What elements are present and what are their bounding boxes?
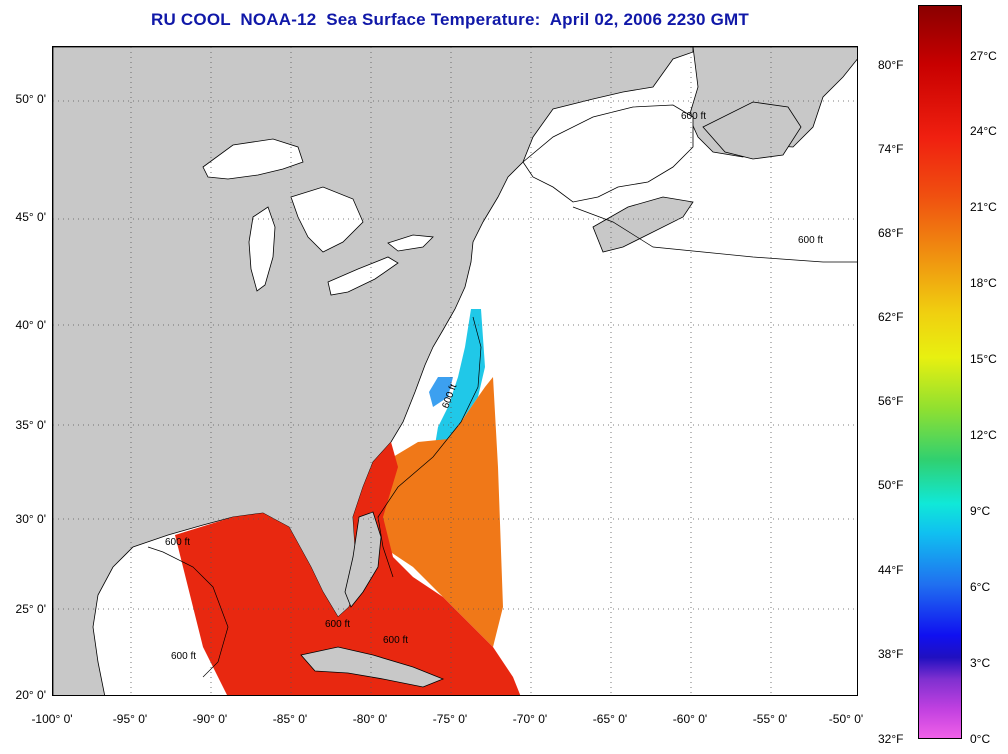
longitude-label: -75° 0' — [432, 712, 468, 726]
colorbar-fahrenheit-label: 68°F — [878, 226, 904, 240]
land-mass — [702, 101, 802, 160]
florida — [344, 511, 382, 608]
latitude-label: 35° 0' — [15, 418, 46, 432]
gulf-st-lawrence — [522, 104, 694, 203]
longitude-label: -85° 0' — [272, 712, 308, 726]
longitude-label: -65° 0' — [592, 712, 628, 726]
contour-label: 600 ft — [171, 651, 196, 662]
latitude-label: 45° 0' — [15, 210, 46, 224]
temperature-colorbar — [918, 5, 962, 739]
latitude-label: 40° 0' — [15, 318, 46, 332]
cuba — [300, 646, 445, 688]
contour-line — [147, 546, 229, 678]
colorbar-fahrenheit-label: 38°F — [878, 647, 904, 661]
colorbar-celsius-label: 21°C — [970, 200, 997, 214]
colorbar-celsius-label: 15°C — [970, 352, 997, 366]
contour-line — [572, 206, 857, 263]
sst-cool-water — [429, 377, 453, 407]
longitude-label: -95° 0' — [112, 712, 148, 726]
sst-map-canvas: 600 ft 600 ft 600 ft 600 ft 600 ft 600 f… — [53, 47, 857, 695]
contour-line — [377, 316, 482, 578]
colorbar-fahrenheit-label: 32°F — [878, 732, 904, 746]
sst-orange-water — [373, 377, 503, 647]
lake-erie — [327, 256, 399, 296]
map-title: RU COOL NOAA-12 Sea Surface Temperature:… — [151, 10, 749, 29]
colorbar-celsius-label: 6°C — [970, 580, 991, 594]
contour-label: 600 ft — [325, 619, 350, 630]
colorbar-celsius-label: 27°C — [970, 49, 997, 63]
contour-label: 600 ft — [383, 635, 408, 646]
longitude-label: -70° 0' — [512, 712, 548, 726]
colorbar-fahrenheit-label: 80°F — [878, 58, 904, 72]
colorbar-celsius-label: 12°C — [970, 428, 997, 442]
longitude-label: -50° 0' — [828, 712, 864, 726]
land-mass — [592, 196, 694, 253]
grid-lines — [53, 47, 857, 695]
colorbar-fahrenheit-label: 74°F — [878, 142, 904, 156]
sst-cool-water — [435, 309, 485, 445]
longitude-label: -80° 0' — [352, 712, 388, 726]
lake-superior — [202, 138, 304, 180]
colorbar-celsius-label: 3°C — [970, 656, 991, 670]
colorbar-celsius-label: 24°C — [970, 124, 997, 138]
colorbar-fahrenheit-label: 56°F — [878, 394, 904, 408]
sst-map: 600 ft 600 ft 600 ft 600 ft 600 ft 600 f… — [52, 46, 858, 696]
longitude-label: -60° 0' — [672, 712, 708, 726]
lake-huron — [290, 186, 364, 253]
colorbar-fahrenheit-label: 50°F — [878, 478, 904, 492]
longitude-label: -90° 0' — [192, 712, 228, 726]
latitude-label: 25° 0' — [15, 602, 46, 616]
colorbar-celsius-label: 9°C — [970, 504, 991, 518]
lake-ontario — [387, 234, 434, 252]
lake-michigan — [248, 206, 276, 292]
colorbar-celsius-label: 18°C — [970, 276, 997, 290]
colorbar-fahrenheit-label: 44°F — [878, 563, 904, 577]
contour-label: 600 ft — [681, 111, 706, 122]
contour-label: 600 ft — [798, 235, 823, 246]
longitude-label: -100° 0' — [31, 712, 73, 726]
colorbar-celsius-label: 0°C — [970, 732, 991, 746]
sst-warm-water — [175, 442, 521, 695]
contour-label: 600 ft — [165, 537, 190, 548]
latitude-label: 20° 0' — [15, 688, 46, 702]
latitude-label: 30° 0' — [15, 512, 46, 526]
colorbar-fahrenheit-label: 62°F — [878, 310, 904, 324]
longitude-label: -55° 0' — [752, 712, 788, 726]
latitude-label: 50° 0' — [15, 92, 46, 106]
